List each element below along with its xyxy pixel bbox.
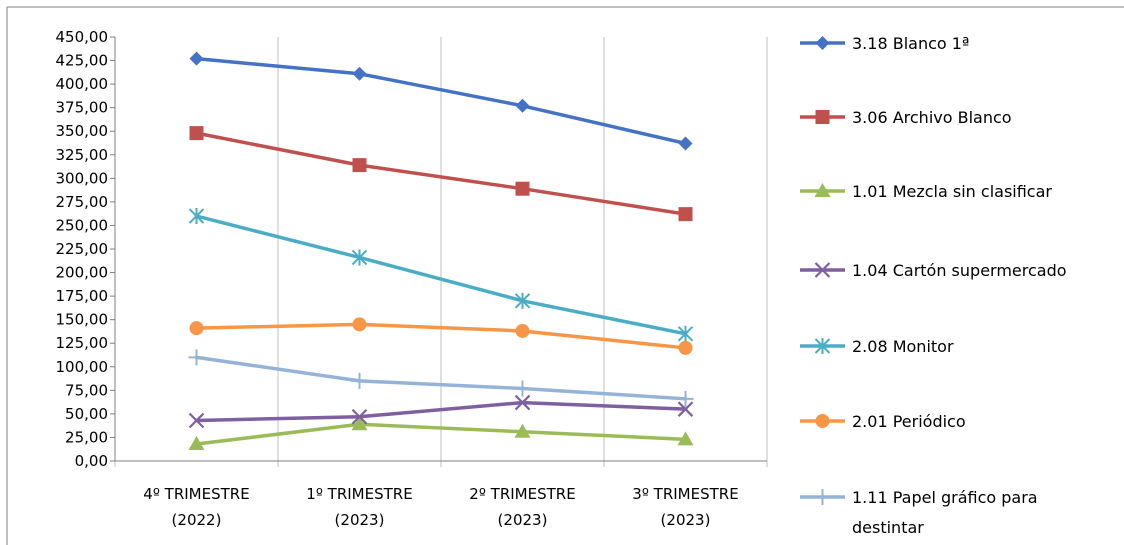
y-tick-label: 425,00 [56, 52, 109, 70]
data-point-3-06-archivo-blanco [678, 207, 693, 222]
legend-item-1-11-papel-grafico-para-destintar: 1.11 Papel gráfico para destintar [800, 488, 1038, 537]
legend-item-2-08-monitor: 2.08 Monitor [800, 337, 954, 356]
legend-item-3-18-blanco-1: 3.18 Blanco 1ª [800, 34, 969, 53]
data-point-1-01-mezcla-sin-clasificar [677, 431, 694, 446]
legend-label: 1.01 Mezcla sin clasificar [852, 182, 1052, 201]
series-line-3-06-archivo-blanco [194, 131, 688, 216]
y-tick-label: 100,00 [56, 358, 109, 376]
legend-swatch-marker [815, 110, 830, 124]
y-tick-label: 350,00 [56, 122, 109, 140]
y-tick-label: 275,00 [56, 193, 109, 211]
y-tick-label: 125,00 [56, 334, 109, 352]
y-tick-label: 400,00 [56, 75, 109, 93]
data-point-1-04-carton-supermercado [677, 401, 694, 417]
series-1-01-mezcla-sin-clasificar [188, 416, 694, 451]
series-line-1-04-carton-supermercado [194, 400, 688, 423]
series-group [188, 51, 694, 451]
legend-swatch-marker [815, 36, 830, 50]
legend-label: 2.01 Periódico [852, 412, 966, 431]
data-point-1-01-mezcla-sin-clasificar [351, 416, 368, 431]
series-1-04-carton-supermercado [188, 394, 694, 429]
legend-swatch-marker [814, 183, 831, 197]
y-tick-label: 25,00 [65, 428, 108, 446]
legend: 3.18 Blanco 1ª 3.06 Archivo Blanco 1.01 Me… [800, 34, 1067, 537]
y-tick-label: 0,00 [75, 452, 108, 470]
data-point-2-08-monitor [188, 208, 205, 225]
data-point-1-04-carton-supermercado [351, 408, 368, 425]
legend-item-3-06-archivo-blanco: 3.06 Archivo Blanco [800, 108, 1012, 127]
y-tick-label: 225,00 [56, 240, 109, 258]
data-point-1-01-mezcla-sin-clasificar [514, 423, 531, 438]
data-point-2-08-monitor [677, 325, 694, 342]
series-line-3-18-blanco-1 [194, 56, 688, 146]
data-point-1-11-papel-grafico-para-destintar [188, 349, 205, 366]
y-tick-label: 325,00 [56, 146, 109, 164]
data-point-3-06-archivo-blanco [515, 181, 530, 196]
grid [114, 37, 768, 467]
data-point-3-18-blanco-1 [678, 136, 693, 151]
legend-label: 1.04 Cartón supermercado [852, 261, 1067, 280]
data-point-2-01-periodico [352, 317, 367, 332]
series-1-11-papel-grafico-para-destintar [188, 349, 694, 407]
data-point-3-18-blanco-1 [515, 98, 530, 113]
legend-label: 2.08 Monitor [852, 337, 954, 356]
series-line-1-01-mezcla-sin-clasificar [194, 422, 688, 446]
y-tick-label: 375,00 [56, 99, 109, 117]
legend-item-1-01-mezcla-sin-clasificar: 1.01 Mezcla sin clasificar [800, 182, 1052, 201]
x-axis-ticks: 4º TRIMESTRE (2022) 1º TRIMESTRE (2023) 2º T… [143, 485, 738, 529]
data-point-1-04-carton-supermercado [188, 412, 205, 429]
legend-swatch-marker [814, 338, 831, 354]
data-point-1-11-papel-grafico-para-destintar [677, 390, 694, 407]
y-tick-label: 75,00 [65, 381, 108, 399]
data-point-1-11-papel-grafico-para-destintar [351, 372, 368, 389]
x-tick-label: 3º TRIMESTRE (2023) [632, 485, 738, 529]
legend-item-2-01-periodico: 2.01 Periódico [800, 412, 966, 431]
series-2-01-periodico [189, 317, 693, 355]
y-tick-label: 300,00 [56, 169, 109, 187]
series-2-08-monitor [188, 208, 694, 342]
data-point-3-18-blanco-1 [352, 66, 367, 81]
y-tick-label: 250,00 [56, 216, 109, 234]
data-point-1-04-carton-supermercado [514, 394, 531, 411]
y-tick-label: 175,00 [56, 287, 109, 305]
data-point-2-08-monitor [514, 292, 531, 309]
legend-label: 3.06 Archivo Blanco [852, 108, 1012, 127]
data-point-2-01-periodico [515, 323, 530, 338]
data-point-1-11-papel-grafico-para-destintar [514, 380, 531, 397]
data-point-1-01-mezcla-sin-clasificar [188, 436, 205, 451]
series-3-06-archivo-blanco [189, 126, 693, 222]
series-line-1-11-papel-grafico-para-destintar [194, 355, 688, 401]
data-point-2-08-monitor [351, 249, 368, 266]
series-line-2-08-monitor [194, 214, 688, 336]
y-tick-label: 150,00 [56, 311, 109, 329]
y-tick-label: 50,00 [65, 405, 108, 423]
legend-swatch-marker [814, 262, 831, 278]
legend-item-1-04-carton-supermercado: 1.04 Cartón supermercado [800, 261, 1067, 280]
y-axis-ticks: 0,00 25,00 50,00 75,00 100,00 125,00 150,00 175… [56, 28, 115, 470]
series-line-2-01-periodico [194, 322, 688, 350]
legend-label: 1.11 Papel gráfico para destintar [852, 488, 1038, 537]
data-point-3-06-archivo-blanco [189, 126, 204, 141]
data-point-2-01-periodico [189, 321, 204, 336]
data-point-2-01-periodico [678, 340, 693, 355]
legend-label: 3.18 Blanco 1ª [852, 34, 969, 53]
data-point-3-18-blanco-1 [189, 51, 204, 66]
x-tick-label: 2º TRIMESTRE (2023) [469, 485, 575, 529]
x-tick-label: 4º TRIMESTRE (2022) [143, 485, 249, 529]
x-tick-label: 1º TRIMESTRE (2023) [306, 485, 412, 529]
y-tick-label: 200,00 [56, 264, 109, 282]
y-tick-label: 450,00 [56, 28, 109, 46]
legend-swatch-marker [814, 489, 831, 505]
data-point-3-06-archivo-blanco [352, 158, 367, 173]
series-3-18-blanco-1 [189, 51, 693, 151]
legend-swatch-marker [815, 414, 830, 428]
